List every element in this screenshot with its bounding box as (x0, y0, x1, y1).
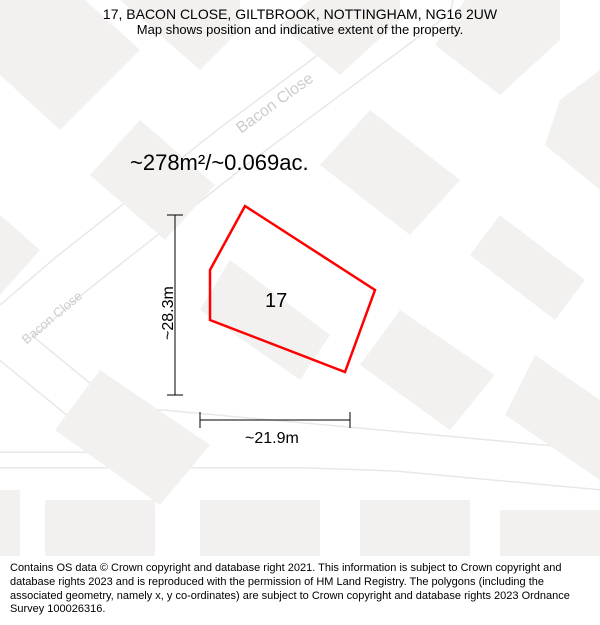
copyright-footer: Contains OS data © Crown copyright and d… (0, 556, 600, 625)
width-measurement-label: ~21.9m (245, 430, 299, 448)
building-footprint (500, 510, 600, 560)
building-footprint (200, 500, 320, 560)
house-number-label: 17 (265, 290, 287, 313)
height-measurement-label: ~28.3m (160, 286, 178, 340)
address-title: 17, BACON CLOSE, GILTBROOK, NOTTINGHAM, … (10, 6, 590, 22)
area-measurement-label: ~278m²/~0.069ac. (130, 150, 309, 176)
building-footprint (360, 500, 470, 560)
building-footprint (45, 500, 155, 560)
building-footprint (0, 490, 20, 560)
header: 17, BACON CLOSE, GILTBROOK, NOTTINGHAM, … (0, 0, 600, 41)
map-subtitle: Map shows position and indicative extent… (10, 22, 590, 37)
